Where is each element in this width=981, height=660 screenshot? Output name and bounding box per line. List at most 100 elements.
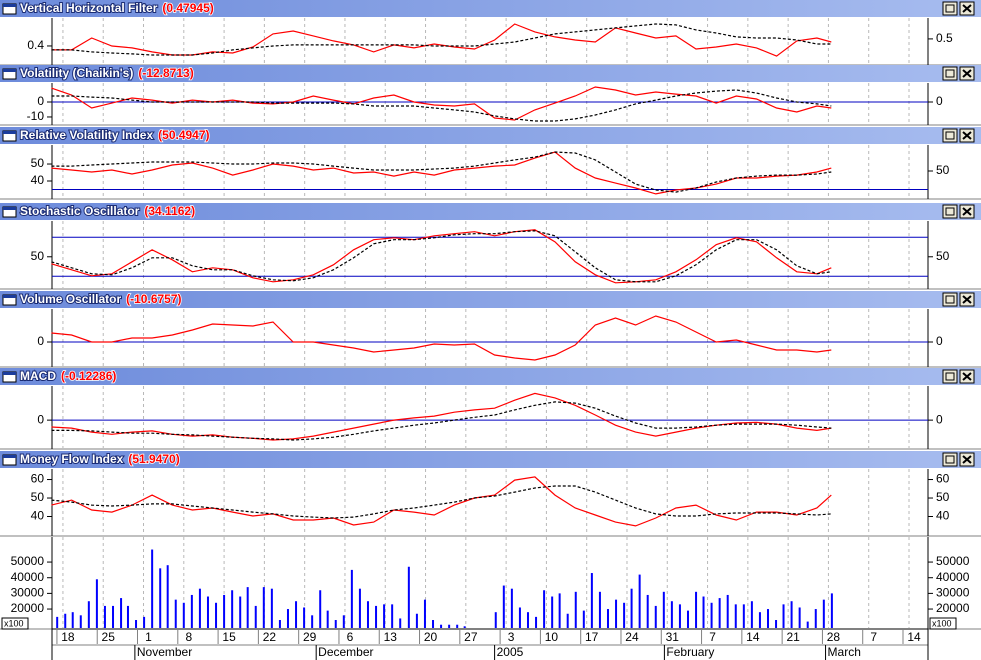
button-face [942, 204, 958, 219]
x-tick-label: 25 [102, 630, 116, 644]
close-button[interactable] [959, 292, 975, 307]
panel-readout: (51.9470) [128, 452, 179, 466]
maximize-button[interactable] [942, 128, 958, 143]
button-face [942, 292, 958, 307]
panel-readout: (50.4947) [158, 128, 209, 142]
y-tick-label: -10 [27, 109, 45, 123]
volume-bar [742, 604, 745, 628]
y-tick-label: 0 [37, 94, 44, 108]
month-label: 2005 [497, 645, 524, 659]
button-face [942, 128, 958, 143]
volume-bar [646, 594, 649, 628]
volume-bar [174, 599, 177, 628]
volume-bar [319, 590, 322, 628]
panel-readout: (34.1162) [144, 204, 195, 218]
month-label: February [666, 645, 714, 659]
x-tick-label: 1 [145, 630, 152, 644]
maximize-button[interactable] [942, 66, 958, 81]
volume-bar [56, 616, 59, 628]
panel-title: Stochastic Oscillator [20, 204, 140, 218]
y-tick-label: 50 [31, 490, 45, 504]
window-icon-bar [3, 455, 16, 458]
volume-bar [558, 593, 561, 628]
volume-bar [670, 601, 673, 628]
close-button[interactable] [959, 452, 975, 467]
title-bar [0, 203, 981, 220]
title-bar [0, 0, 981, 17]
volume-bar [551, 596, 554, 628]
close-button[interactable] [959, 204, 975, 219]
button-glyph [945, 207, 955, 216]
window-icon-bar [3, 372, 16, 375]
volume-bar [135, 620, 138, 628]
volume-bar [598, 591, 601, 628]
maximize-button[interactable] [942, 1, 958, 16]
x-tick-label: 14 [746, 630, 760, 644]
volume-bar [326, 610, 329, 628]
button-glyph [945, 131, 955, 140]
window-icon-bar [3, 207, 16, 210]
volume-bar [448, 624, 451, 628]
window-icon-bar [3, 131, 16, 134]
volume-bar [366, 601, 369, 628]
volume-bar [334, 620, 337, 628]
x-tick-label: 24 [625, 630, 639, 644]
maximize-button[interactable] [942, 452, 958, 467]
maximize-button[interactable] [942, 204, 958, 219]
volume-bar [574, 591, 577, 628]
close-button[interactable] [959, 1, 975, 16]
volume-bar [120, 598, 123, 628]
month-label: November [137, 645, 192, 659]
volume-bar [151, 549, 154, 628]
button-glyph [962, 455, 972, 464]
volume-bar [695, 591, 698, 628]
volume-bar [143, 616, 146, 628]
panel-title: Money Flow Index [20, 452, 124, 466]
title-bar [0, 65, 981, 82]
volume-bar [303, 607, 306, 628]
y-tick-label: 0 [37, 412, 44, 426]
button-face [942, 1, 958, 16]
maximize-button[interactable] [942, 292, 958, 307]
volume-bar [766, 609, 769, 628]
indicator-line [51, 476, 832, 527]
volume-bar [166, 565, 169, 628]
y-tick-label: 20000 [11, 601, 45, 615]
volume-bar [582, 610, 585, 628]
volume-bar [231, 590, 234, 628]
volume-bar [654, 605, 657, 628]
button-face [942, 369, 958, 384]
panel-readout: (-12.8713) [138, 66, 193, 80]
close-button[interactable] [959, 66, 975, 81]
x-tick-label: 13 [384, 630, 398, 644]
y2-tick-label: 0.5 [936, 31, 953, 45]
volume-bar [391, 604, 394, 628]
y2-tick-label: 50 [936, 163, 950, 177]
volume-bar [463, 626, 466, 628]
volume-bar [246, 587, 249, 628]
volume-bar [198, 588, 201, 628]
panel-readout: (0.47945) [162, 1, 213, 15]
title-bar [0, 451, 981, 468]
volume-bar [710, 602, 713, 628]
volume-bar [270, 588, 273, 628]
button-glyph [962, 4, 972, 13]
panel-title: Volatility (Chaikin's) [20, 66, 133, 80]
volume-bar [775, 620, 778, 628]
y-tick-label: 40 [31, 173, 45, 187]
volume-bar [686, 610, 689, 628]
close-button[interactable] [959, 369, 975, 384]
y2-tick-label: 0 [936, 334, 943, 348]
volume-bar [278, 620, 281, 628]
y2-tick-label: 0 [936, 94, 943, 108]
volume-bar [510, 588, 513, 628]
volume-bar [286, 609, 289, 628]
x-tick-label: 18 [61, 630, 75, 644]
title-bar [0, 368, 981, 385]
volume-bar [103, 605, 106, 628]
volume-bar [494, 612, 497, 628]
x-tick-label: 8 [185, 630, 192, 644]
close-button[interactable] [959, 128, 975, 143]
volume-bar [750, 601, 753, 628]
maximize-button[interactable] [942, 369, 958, 384]
